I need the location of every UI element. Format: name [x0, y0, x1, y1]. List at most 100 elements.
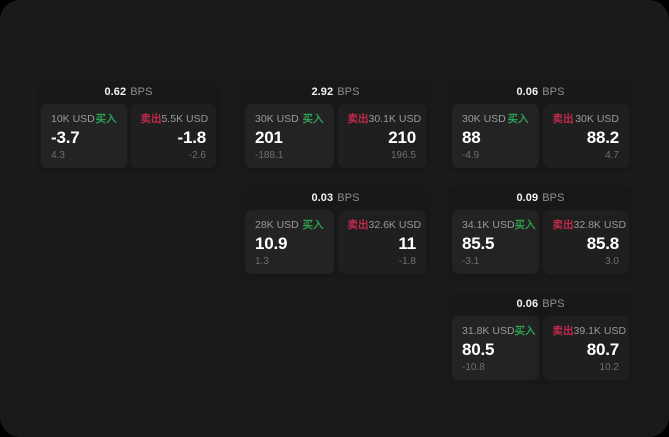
- buy-value: 80.5: [462, 339, 495, 359]
- sell-panel[interactable]: 卖出 30K USD 88.2 4.7: [542, 104, 629, 168]
- sell-panel-header: 卖出 32.8K USD: [553, 218, 627, 232]
- sell-delta: 196.5: [390, 150, 416, 161]
- sell-panel[interactable]: 卖出 5.5K USD -1.8 -2.6: [130, 104, 216, 168]
- sell-value: -1.8: [177, 127, 207, 147]
- sell-delta: -2.6: [188, 150, 206, 161]
- spread-card[interactable]: 0.06 BPS 31.8K USD 买入 80.5 -10.8 卖出 39.1…: [447, 292, 634, 385]
- spread-card[interactable]: 0.62 BPS 10K USD 买入 -3.7 4.3 卖出 5.5K USD…: [36, 80, 221, 173]
- card-bps-header: 0.03 BPS: [240, 186, 431, 210]
- buy-value: 88: [462, 127, 481, 147]
- buy-tag: 买入: [95, 113, 117, 125]
- sell-value: 210: [388, 127, 416, 147]
- sell-size: 32.8K USD: [573, 218, 627, 231]
- sell-panel[interactable]: 卖出 32.6K USD 11 -1.8: [337, 210, 426, 274]
- buy-delta: -3.1: [462, 256, 480, 267]
- card-panels: 30K USD 买入 88 -4.9 卖出 30K USD 88.2 4.7: [447, 104, 634, 173]
- buy-size: 30K USD: [255, 112, 299, 125]
- buy-panel[interactable]: 10K USD 买入 -3.7 4.3: [41, 104, 127, 168]
- buy-tag: 买入: [514, 219, 536, 231]
- bps-value: 2.92: [311, 86, 334, 98]
- buy-tag: 买入: [302, 219, 324, 231]
- buy-size: 28K USD: [255, 218, 299, 231]
- bps-value: 0.03: [311, 192, 334, 204]
- buy-delta: -188.1: [255, 150, 284, 161]
- card-bps-header: 0.62 BPS: [36, 80, 221, 104]
- card-panels: 28K USD 买入 10.9 1.3 卖出 32.6K USD 11 -1.8: [240, 210, 431, 279]
- sell-size: 30K USD: [575, 112, 619, 125]
- bps-unit: BPS: [337, 86, 360, 98]
- buy-value: 10.9: [255, 233, 288, 253]
- sell-tag: 卖出: [552, 325, 574, 337]
- sell-delta: 4.7: [605, 150, 619, 161]
- buy-value: -3.7: [51, 127, 80, 147]
- sell-panel-header: 卖出 30K USD: [552, 112, 620, 126]
- spread-card[interactable]: 0.06 BPS 30K USD 买入 88 -4.9 卖出 30K USD 8…: [447, 80, 634, 173]
- buy-panel[interactable]: 30K USD 买入 88 -4.9: [452, 104, 539, 168]
- card-bps-header: 0.09 BPS: [447, 186, 634, 210]
- spread-card[interactable]: 0.09 BPS 34.1K USD 买入 85.5 -3.1 卖出 32.8K…: [447, 186, 634, 279]
- buy-panel-header: 10K USD 买入: [51, 112, 117, 126]
- card-panels: 10K USD 买入 -3.7 4.3 卖出 5.5K USD -1.8 -2.…: [36, 104, 221, 173]
- buy-delta: -4.9: [462, 150, 480, 161]
- bps-value: 0.06: [516, 86, 539, 98]
- card-panels: 31.8K USD 买入 80.5 -10.8 卖出 39.1K USD 80.…: [447, 316, 634, 385]
- sell-panel[interactable]: 卖出 32.8K USD 85.8 3.0: [542, 210, 629, 274]
- buy-tag: 买入: [302, 113, 324, 125]
- buy-panel-header: 31.8K USD 买入: [462, 324, 536, 338]
- sell-delta: 3.0: [605, 256, 619, 267]
- buy-tag: 买入: [507, 113, 529, 125]
- buy-delta: 4.3: [51, 150, 65, 161]
- sell-panel-header: 卖出 39.1K USD: [552, 324, 627, 338]
- sell-value: 88.2: [586, 127, 619, 147]
- sell-value: 85.8: [586, 233, 619, 253]
- card-panels: 30K USD 买入 201 -188.1 卖出 30.1K USD 210 1…: [240, 104, 431, 173]
- sell-panel[interactable]: 卖出 39.1K USD 80.7 10.2: [542, 316, 629, 380]
- buy-value: 201: [255, 127, 283, 147]
- buy-delta: -10.8: [462, 362, 485, 373]
- sell-delta: -1.8: [398, 256, 416, 267]
- buy-tag: 买入: [514, 325, 536, 337]
- buy-size: 30K USD: [462, 112, 506, 125]
- card-panels: 34.1K USD 买入 85.5 -3.1 卖出 32.8K USD 85.8…: [447, 210, 634, 279]
- card-bps-header: 0.06 BPS: [447, 292, 634, 316]
- sell-size: 39.1K USD: [573, 324, 627, 337]
- buy-size: 34.1K USD: [462, 218, 515, 231]
- buy-panel-header: 30K USD 买入: [462, 112, 529, 126]
- card-bps-header: 0.06 BPS: [447, 80, 634, 104]
- bps-unit: BPS: [130, 86, 153, 98]
- spread-card[interactable]: 2.92 BPS 30K USD 买入 201 -188.1 卖出 30.1K …: [240, 80, 431, 173]
- buy-delta: 1.3: [255, 256, 269, 267]
- bps-value: 0.62: [104, 86, 127, 98]
- sell-size: 5.5K USD: [161, 112, 209, 125]
- buy-panel-header: 34.1K USD 买入: [462, 218, 536, 232]
- sell-delta: 10.2: [599, 362, 619, 373]
- buy-panel[interactable]: 34.1K USD 买入 85.5 -3.1: [452, 210, 539, 274]
- buy-size: 31.8K USD: [462, 324, 515, 337]
- bps-value: 0.06: [516, 298, 539, 310]
- bps-unit: BPS: [542, 86, 565, 98]
- sell-size: 32.6K USD: [368, 218, 422, 231]
- sell-tag: 卖出: [347, 113, 369, 125]
- buy-panel-header: 30K USD 买入: [255, 112, 324, 126]
- sell-tag: 卖出: [552, 113, 574, 125]
- sell-panel[interactable]: 卖出 30.1K USD 210 196.5: [337, 104, 426, 168]
- buy-panel[interactable]: 30K USD 买入 201 -188.1: [245, 104, 334, 168]
- sell-value: 11: [398, 233, 416, 253]
- sell-panel-header: 卖出 5.5K USD: [141, 112, 209, 126]
- card-bps-header: 2.92 BPS: [240, 80, 431, 104]
- buy-value: 85.5: [462, 233, 495, 253]
- buy-size: 10K USD: [51, 112, 95, 125]
- sell-panel-header: 卖出 32.6K USD: [347, 218, 422, 232]
- bps-unit: BPS: [542, 298, 565, 310]
- spread-card[interactable]: 0.03 BPS 28K USD 买入 10.9 1.3 卖出 32.6K US…: [240, 186, 431, 279]
- sell-value: 80.7: [586, 339, 619, 359]
- sell-panel-header: 卖出 30.1K USD: [347, 112, 422, 126]
- buy-panel[interactable]: 28K USD 买入 10.9 1.3: [245, 210, 334, 274]
- bps-unit: BPS: [542, 192, 565, 204]
- buy-panel[interactable]: 31.8K USD 买入 80.5 -10.8: [452, 316, 539, 380]
- buy-panel-header: 28K USD 买入: [255, 218, 324, 232]
- sell-tag: 卖出: [347, 219, 369, 231]
- bps-unit: BPS: [337, 192, 360, 204]
- sell-size: 30.1K USD: [368, 112, 422, 125]
